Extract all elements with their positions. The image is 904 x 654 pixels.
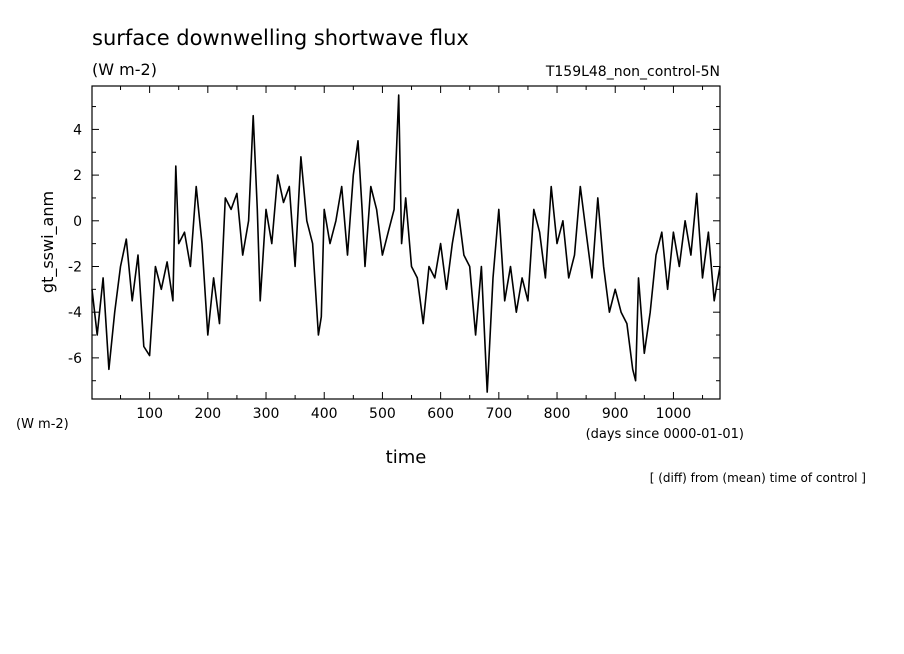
x-tick-label: 100 <box>136 406 163 422</box>
chart-title: surface downwelling shortwave flux <box>92 26 469 50</box>
plot-area <box>91 85 721 400</box>
x-tick-label: 800 <box>544 406 571 422</box>
x-tick-label: 600 <box>427 406 454 422</box>
x-tick-label: 500 <box>369 406 396 422</box>
experiment-label: T159L48_non_control-5N <box>545 64 720 80</box>
x-units-label: (days since 0000-01-01) <box>586 427 744 442</box>
y-tick-label: -4 <box>68 305 82 321</box>
x-axis: 100 200 300 400 500 600 700 800 900 1000 <box>120 86 704 422</box>
series-line <box>91 94 721 393</box>
y-tick-label: 2 <box>73 168 82 184</box>
x-tick-label: 300 <box>253 406 280 422</box>
y-tick-label: -2 <box>68 259 82 275</box>
x-tick-label: 700 <box>485 406 512 422</box>
x-tick-label: 1000 <box>656 406 692 422</box>
y-tick-label: -6 <box>68 351 82 367</box>
units-label: (W m-2) <box>92 60 157 79</box>
y-tick-label: 0 <box>73 214 82 230</box>
x-tick-label: 900 <box>602 406 629 422</box>
y-axis: -6 -4 -2 0 2 4 <box>68 106 720 382</box>
y-tick-label: 4 <box>73 122 82 138</box>
x-tick-label: 200 <box>194 406 221 422</box>
footnote: [ (diff) from (mean) time of control ] <box>650 471 866 485</box>
plot-border <box>91 85 721 400</box>
x-tick-label: 400 <box>311 406 338 422</box>
series-group <box>91 94 721 393</box>
x-axis-label: time <box>386 447 427 468</box>
units-label-lower: (W m-2) <box>16 417 69 432</box>
y-axis-label: gt_sswi_anm <box>38 191 58 293</box>
